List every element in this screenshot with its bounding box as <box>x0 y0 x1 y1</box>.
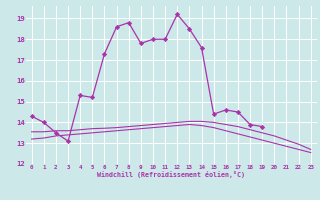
X-axis label: Windchill (Refroidissement éolien,°C): Windchill (Refroidissement éolien,°C) <box>97 171 245 178</box>
